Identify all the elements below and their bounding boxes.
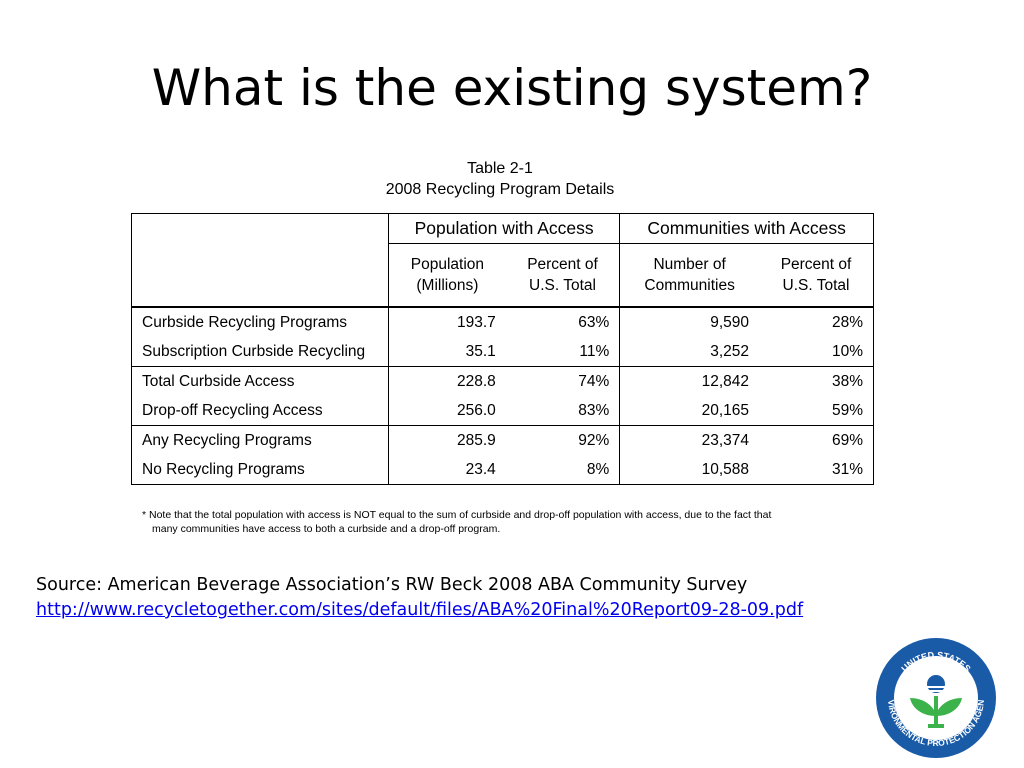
row-label: No Recycling Programs (131, 455, 389, 485)
row-label: Curbside Recycling Programs (131, 306, 389, 337)
table-row: Total Curbside Access 228.8 74% 12,842 3… (131, 366, 875, 396)
column-header-communities: Number of Communities (619, 243, 760, 307)
communities-cell: 10,588 (619, 455, 760, 485)
population-cell: 193.7 (387, 306, 506, 337)
table-caption: Table 2-1 2008 Recycling Program Details (330, 158, 670, 200)
row-label: Subscription Curbside Recycling (131, 337, 389, 367)
table-row: Subscription Curbside Recycling 35.1 11%… (131, 337, 875, 367)
slide-title: What is the existing system? (151, 59, 873, 117)
plant-icon (910, 675, 962, 728)
population-percent-cell: 11% (579, 342, 610, 360)
table-group-header-row: Population with Access Communities with … (131, 213, 874, 244)
population-percent-cell: 83% (578, 401, 610, 419)
table-row: Drop-off Recycling Access 256.0 83% 20,1… (131, 396, 875, 426)
communities-cell: 23,374 (619, 425, 760, 455)
epa-logo: UNITED STATES ENVIRONMENTAL PROTECTION A… (874, 636, 996, 758)
communities-cell: 12,842 (619, 366, 760, 396)
row-label: Any Recycling Programs (131, 425, 389, 455)
population-percent-cell: 74% (505, 366, 620, 396)
source-citation: Source: American Beverage Association’s … (36, 573, 996, 623)
communities-percent-cell: 59% (759, 396, 875, 426)
table-row: No Recycling Programs 23.4 8% 10,588 31% (131, 455, 875, 485)
table-caption-title: 2008 Recycling Program Details (385, 181, 615, 198)
source-text: Source: American Beverage Association’s … (36, 575, 748, 595)
recycling-table: Population with Access Communities with … (131, 213, 875, 485)
communities-cell: 3,252 (619, 337, 760, 367)
footnote-line: * Note that the total population with ac… (142, 509, 772, 521)
group-header-communities: Communities with Access (619, 213, 874, 244)
table-footnote: * Note that the total population with ac… (142, 508, 882, 536)
table-caption-number: Table 2-1 (467, 160, 533, 177)
population-percent-cell: 8% (505, 455, 620, 485)
table-corner-cell (131, 213, 389, 244)
group-header-population: Population with Access (387, 213, 620, 244)
source-link[interactable]: http://www.recycletogether.com/sites/def… (36, 600, 804, 620)
row-label: Total Curbside Access (131, 366, 389, 396)
table-corner-cell (131, 243, 389, 307)
communities-percent-cell: 28% (759, 306, 875, 337)
table-row: Any Recycling Programs 285.9 92% 23,374 … (131, 425, 875, 455)
population-cell: 256.0 (387, 396, 506, 426)
footnote-line: many communities have access to both a c… (152, 523, 501, 535)
population-cell: 35.1 (387, 337, 506, 367)
communities-cell: 9,590 (619, 306, 760, 337)
population-percent-cell: 92% (505, 425, 620, 455)
row-label: Drop-off Recycling Access (131, 396, 389, 426)
communities-percent-cell: 31% (759, 455, 875, 485)
population-cell: 285.9 (387, 425, 506, 455)
table-row: Curbside Recycling Programs 193.7 63% 9,… (131, 306, 875, 337)
population-cell: 23.4 (387, 455, 506, 485)
population-percent-cell: 63% (505, 306, 620, 337)
communities-percent-cell: 38% (759, 366, 875, 396)
table-column-header-row: Population (Millions) Percent of U.S. To… (131, 243, 875, 307)
communities-percent-cell: 10% (759, 337, 875, 367)
column-header-communities-percent: Percent of U.S. Total (759, 243, 875, 307)
communities-percent-cell: 69% (759, 425, 875, 455)
column-header-population: Population (Millions) (387, 243, 506, 307)
column-header-population-percent: Percent of U.S. Total (527, 256, 598, 294)
communities-cell: 20,165 (619, 396, 760, 426)
population-cell: 228.8 (387, 366, 506, 396)
